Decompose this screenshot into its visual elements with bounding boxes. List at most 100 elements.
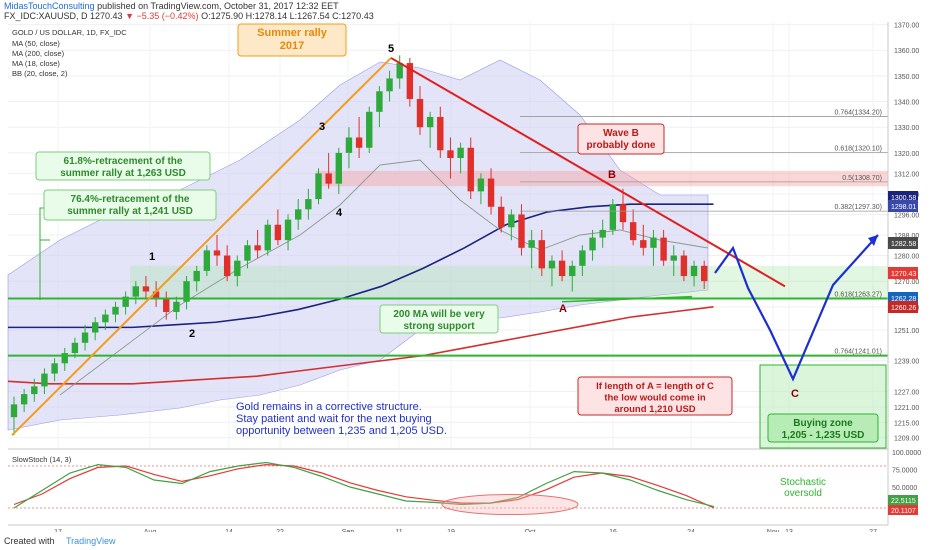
candle-body [112,306,119,315]
candle-body [193,270,200,282]
candle-body [41,373,48,387]
fib-level-label: 0.382(1297.30) [835,204,882,211]
price-tick-label: 1270.00 [894,279,919,286]
price-change: ▼ −5.35 (−0.42%) [125,11,199,21]
candle-body [183,281,190,302]
stoch-annotation: Stochastic [780,477,826,488]
ohlc-values: O:1275.90 H:1278.14 L:1267.54 C:1270.43 [201,11,374,21]
buying-zone-text: Buying zone [793,418,853,429]
drawing-lines: 0.764(1334.20) 0.618(1320.10) 0.5(1308.70)… [8,57,888,436]
price-tick-label: 1370.00 [894,23,919,30]
candle-body [223,255,231,277]
candle-body [305,199,312,210]
candle-body [437,116,444,151]
candle-body [701,265,708,282]
candle-body [81,332,89,343]
ma-support-box [379,304,499,334]
oversold-ellipse [441,494,579,515]
wave-a-line [561,295,693,303]
candle-body [447,150,454,159]
candle-body [132,286,139,297]
stoch-tick-label: 100.0000 [892,450,921,457]
candle-body [102,314,109,323]
candle-body [579,250,586,266]
summer-rally-box [237,23,347,57]
price-tick-label: 1340.00 [894,100,919,107]
chart-header: MidasTouchConsulting published on Tradin… [0,0,932,22]
price-tag-box [888,237,918,249]
wave-label: A [559,303,567,315]
candle-body [10,404,18,418]
created-with-text: Created with [4,536,55,546]
support-zone [130,265,888,300]
wave-label: 5 [388,43,394,55]
candle-body [457,147,464,159]
forecast-arrowhead [868,235,878,246]
length-ac-box [577,376,733,416]
summer-rally-text: Summer rally [257,27,328,39]
candle-body [234,260,241,277]
corrective-text: Gold remains in a corrective structure. [236,401,422,413]
candle-body [599,229,606,238]
corrective-text: Stay patient and wait for the next buyin… [236,413,432,425]
length-ac-text: around 1,210 USD [614,404,695,415]
candle-body [487,178,495,207]
ma200-line [7,306,714,385]
author-link[interactable]: MidasTouchConsulting [4,1,95,11]
wave-label: C [791,388,799,400]
price-tag-value: 1282.58 [891,241,916,248]
candle-body [558,260,566,277]
candle-body [163,299,170,312]
forecast-path [714,234,879,382]
stoch-tag-box [888,495,918,505]
candle-body [20,394,28,405]
candle-body [548,260,556,269]
stoch-label: SlowStoch (14, 3) [12,455,72,464]
highlight-zones [130,170,888,449]
candle-body [122,296,129,307]
candle-body [244,245,251,261]
candle-body [274,224,282,241]
price-tick-label: 1239.00 [894,359,919,366]
header-line-1: MidasTouchConsulting published on Tradin… [4,1,339,11]
candle-body [284,219,292,241]
candle-body [467,147,474,192]
candle-body [538,240,545,269]
candle-body [51,363,58,374]
retr-764-text: 76.4%-retracement of the [71,194,190,205]
retr-764-box [43,189,217,221]
price-tick-label: 1330.00 [894,125,919,132]
candle-body [355,137,363,148]
moving-average-lines [7,159,714,396]
candle-body [660,237,667,261]
candle-body [406,63,414,99]
candle-body [264,224,271,251]
candle-body [315,173,322,200]
price-tag-value: 1270.43 [891,271,916,278]
buying-zone-text: 1,205 - 1,235 USD [782,430,865,441]
published-text: published on TradingView.com, October 31… [97,1,339,11]
wave-b-box [577,123,665,155]
stoch-annotation: oversold [784,488,822,499]
candle-body [345,137,353,153]
candle-body [650,237,657,248]
stoch-tag-box [888,505,918,515]
ma18-line [59,159,709,396]
candle-body [71,342,79,354]
wave-label: 4 [336,207,343,219]
resistance-zone [316,170,888,187]
ma-support-text: 200 MA will be very [393,309,485,320]
candle-body [670,255,677,261]
stoch-k-line [13,461,715,509]
fib-level-label: 0.618(1320.10) [835,146,882,153]
price-tag-value: 1260.26 [891,305,916,312]
price-tick-label: 1251.00 [894,328,919,335]
wave-b-trendline [390,57,786,288]
ma50-line [8,203,714,329]
price-tag-value: 1262.28 [891,296,916,303]
tradingview-logo[interactable]: TradingView [66,536,116,546]
fib-level-label: 0.764(1334.20) [835,109,882,116]
candle-body [335,152,342,184]
